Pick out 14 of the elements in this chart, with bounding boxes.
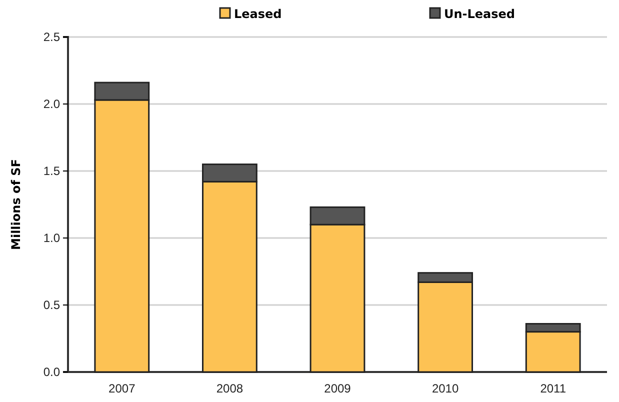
y-tick-label: 0.5 [43,298,60,312]
x-tick-label: 2010 [432,382,459,396]
x-tick-label: 2007 [108,382,136,396]
y-tick-label: 1.0 [43,230,60,245]
legend-label: Un-Leased [444,7,516,21]
y-tick-label: 2.0 [43,96,60,111]
x-tick-label: 2009 [324,382,352,396]
x-tick-label: 2011 [540,382,566,396]
x-tick-label: 2008 [216,382,244,396]
y-tick-label: 0.0 [43,364,60,379]
legend-label: Leased [234,7,282,21]
y-axis-title: Millions of SF [9,159,23,250]
y-tick-label: 1.5 [43,164,60,178]
y-tick-label: 2.5 [43,30,60,44]
